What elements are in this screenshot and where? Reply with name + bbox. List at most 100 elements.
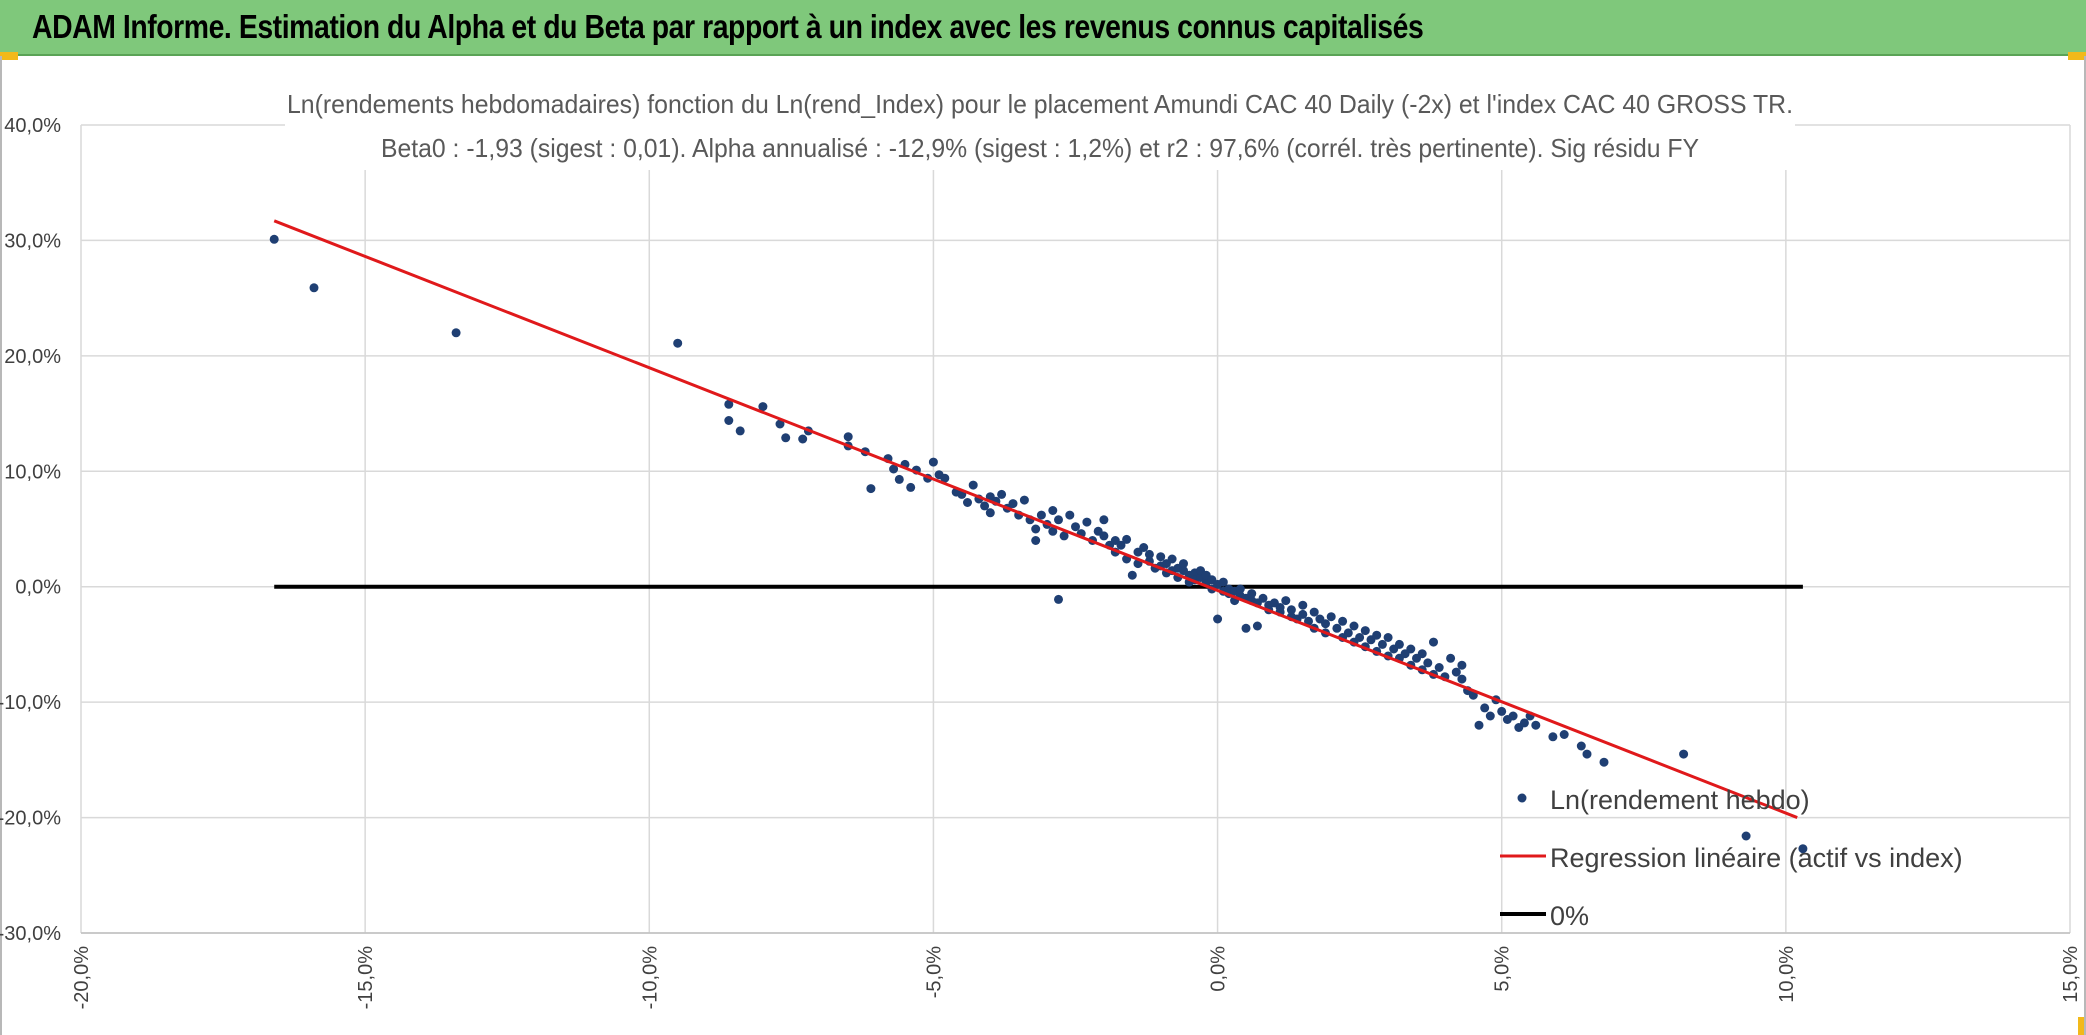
scatter-point (1054, 594, 1063, 604)
scatter-point (1036, 510, 1046, 520)
scatter-point (997, 489, 1007, 499)
scatter-point (1099, 531, 1109, 541)
scatter-point (963, 498, 972, 507)
scatter-point (906, 482, 916, 492)
chart-area (0, 56, 2086, 1035)
y-tick-label: 40,0% (4, 115, 61, 137)
scatter-point (1156, 552, 1166, 562)
scatter-point (866, 484, 876, 494)
x-tick-label: -5,0% (923, 946, 945, 998)
scatter-point (1031, 524, 1041, 534)
scatter-point (1048, 506, 1058, 515)
scatter-point (1167, 554, 1177, 564)
scatter-point (1179, 559, 1188, 569)
scatter-point (1127, 570, 1137, 580)
x-tick-label: 5,0% (1492, 946, 1514, 992)
scatter-point (1394, 639, 1404, 649)
legend-marker-scatter (1517, 793, 1527, 803)
scatter-point (758, 402, 768, 412)
scatter-point (1383, 633, 1393, 642)
scatter-point (1326, 612, 1336, 622)
scatter-point (1309, 607, 1319, 617)
scatter-point (1275, 603, 1285, 612)
scatter-point (1213, 614, 1223, 624)
scatter-point (1741, 831, 1751, 841)
scatter-point (1019, 495, 1029, 505)
corner-marker-top-right (2068, 52, 2086, 60)
corner-marker-top-left (0, 52, 18, 60)
scatter-point (1423, 658, 1433, 668)
scatter-point (1065, 510, 1075, 520)
scatter-point (798, 434, 808, 444)
scatter-point (894, 474, 904, 484)
scatter-point (843, 432, 853, 442)
scatter-point (1360, 626, 1370, 636)
scatter-point (1417, 649, 1427, 659)
scatter-point (309, 283, 319, 293)
scatter-point (1304, 616, 1313, 626)
scatter-point (1519, 718, 1529, 728)
y-tick-label: 20,0% (4, 346, 61, 368)
scatter-point (1139, 543, 1149, 552)
scatter-point (1116, 540, 1126, 550)
corner-marker-bottom-right (2078, 1017, 2086, 1035)
scatter-point (673, 338, 683, 348)
scatter-point (1679, 749, 1689, 759)
legend: Ln(rendement hebdo) Regression linéaire (… (1500, 785, 1963, 931)
scatter-point (1054, 515, 1063, 525)
y-tick-label: 10,0% (4, 461, 61, 483)
legend-label: Regression linéaire (actif vs index) (1550, 843, 1963, 873)
scatter-point (985, 508, 995, 518)
scatter-point (1349, 621, 1359, 631)
scatter-point (1241, 623, 1251, 633)
y-tick-label: 30,0% (4, 230, 61, 252)
scatter-point (1531, 720, 1541, 730)
scatter-point (889, 464, 899, 474)
scatter-point (1235, 584, 1245, 594)
scatter-point (1286, 605, 1296, 615)
scatter-point (724, 399, 734, 409)
chart-subtitle: Beta0 : -1,93 (sigest : 0,01). Alpha ann… (381, 133, 1699, 163)
y-tick-label: 0,0% (15, 577, 61, 599)
y-axis-ticks: 40,0% 30,0% 20,0% 10,0% 0,0% -10,0% -20,0% -30,… (0, 115, 61, 945)
scatter-point (1298, 600, 1308, 610)
report-header: ADAM Informe. Estimation du Alpha et du … (0, 0, 2086, 56)
scatter-point (1429, 637, 1438, 647)
x-tick-label: -10,0% (639, 946, 661, 1010)
scatter-point (1582, 749, 1592, 759)
scatter-point (1480, 703, 1490, 713)
scatter-point (968, 480, 978, 490)
scatter-point (1508, 711, 1518, 721)
scatter-point (1048, 526, 1058, 536)
x-tick-label: 0,0% (1208, 946, 1230, 992)
scatter-point (1122, 534, 1132, 544)
chart-title: Ln(rendements hebdomadaires) fonction du… (287, 89, 1793, 119)
x-axis-ticks: -20,0% -15,0% -10,0% -5,0% 0,0% 5,0% 10,0% 15,0… (71, 946, 2082, 1010)
scatter-point (1343, 628, 1353, 638)
scatter-point (781, 433, 791, 443)
scatter-point (724, 416, 734, 425)
scatter-point (980, 501, 990, 511)
scatter-point (1071, 522, 1080, 532)
scatter-point (775, 419, 785, 429)
scatter-point (1031, 536, 1041, 545)
scatter-point (928, 457, 938, 467)
scatter-point (1497, 706, 1507, 716)
x-tick-label: -20,0% (71, 946, 93, 1010)
scatter-point (1298, 609, 1308, 619)
legend-label: Ln(rendement hebdo) (1550, 785, 1810, 815)
scatter-point (1099, 515, 1109, 525)
scatter-point (1599, 757, 1609, 767)
scatter-point (1372, 630, 1382, 640)
x-tick-label: 15,0% (2060, 946, 2082, 1003)
scatter-point (1338, 616, 1348, 626)
report-title: ADAM Informe. Estimation du Alpha et du … (32, 8, 1424, 45)
scatter-point (1144, 549, 1154, 559)
scatter-point (1281, 596, 1291, 606)
y-tick-label: -10,0% (0, 692, 61, 714)
scatter-point (1218, 577, 1228, 587)
scatter-point (1451, 667, 1461, 677)
x-tick-label: -15,0% (355, 946, 377, 1010)
